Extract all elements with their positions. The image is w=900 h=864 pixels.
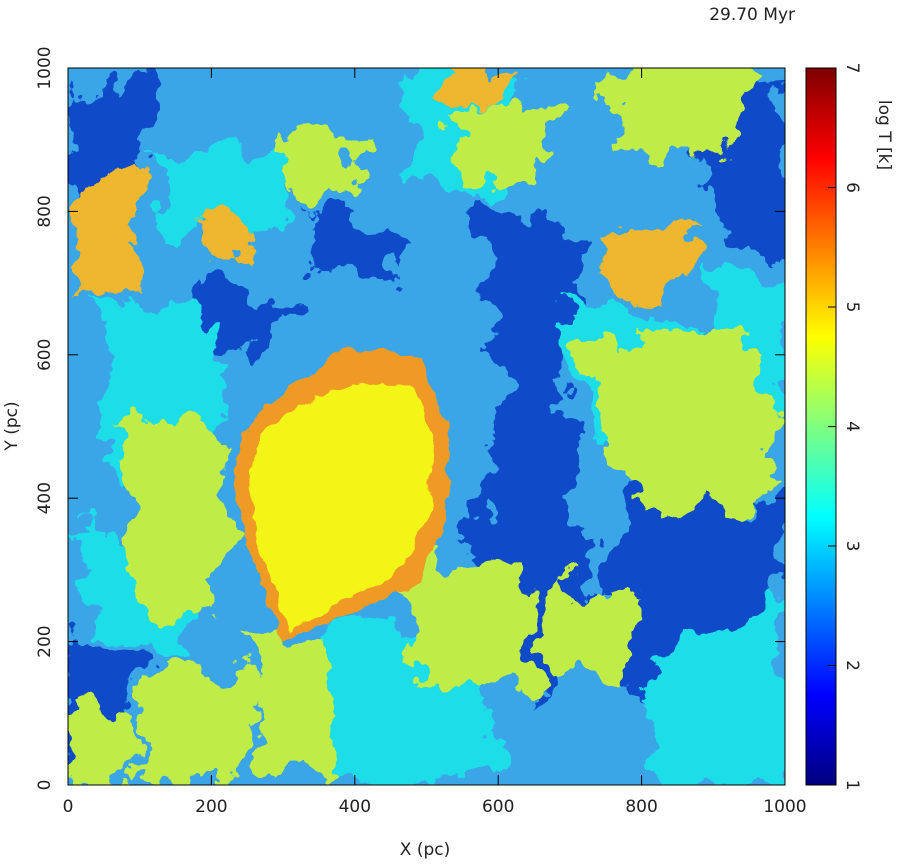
y-axis-label: Y (pc)	[2, 401, 22, 451]
y-tick-label: 0	[35, 780, 55, 791]
colorbar-tick-label: 5	[842, 302, 862, 313]
x-tick-label: 1000	[763, 797, 806, 817]
plot-frame	[67, 67, 786, 786]
colorbar-tick-label: 6	[842, 182, 862, 193]
y-tick-label: 600	[35, 339, 55, 371]
x-tick-label: 200	[195, 797, 227, 817]
colorbar-label: log T [k]	[874, 100, 894, 170]
x-tick-label: 0	[63, 797, 74, 817]
x-tick-label: 600	[482, 797, 514, 817]
colorbar-tick-label: 4	[842, 421, 862, 432]
chart-title: 29.70 Myr	[709, 5, 795, 25]
x-axis-label: X (pc)	[400, 840, 450, 860]
colorbar-tick-label: 3	[842, 541, 862, 552]
y-tick-label: 400	[35, 482, 55, 514]
colorbar-tick-label: 7	[842, 63, 862, 74]
x-tick-label: 400	[339, 797, 371, 817]
colorbar-tick-label: 2	[842, 660, 862, 671]
y-tick-label: 800	[35, 195, 55, 227]
temperature-field	[68, 68, 785, 785]
colorbar-tick-label: 1	[842, 780, 862, 791]
y-tick-label: 200	[35, 625, 55, 657]
x-tick-label: 800	[625, 797, 657, 817]
y-tick-label: 1000	[35, 46, 55, 89]
